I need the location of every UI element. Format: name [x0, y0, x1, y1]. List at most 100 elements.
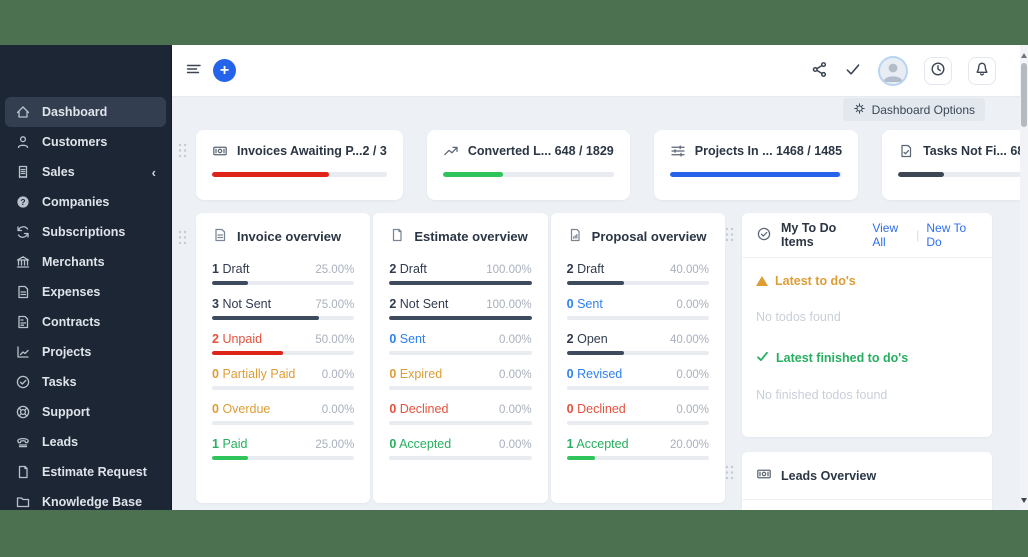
- drag-handle[interactable]: [725, 465, 734, 485]
- status-row: 0 Revised 0.00%: [566, 367, 709, 390]
- proposal-overview-card: Proposal overview 2 Draft 40.00% 0 Sent …: [550, 213, 725, 503]
- progress-fill: [389, 316, 532, 320]
- sidebar-item-label: Merchants: [42, 255, 105, 269]
- trend-up-icon: [443, 143, 459, 159]
- sidebar-item-subscriptions[interactable]: Subscriptions: [5, 217, 166, 247]
- progress-track: [212, 172, 387, 177]
- sidebar-item-label: Support: [42, 405, 90, 419]
- stat-card-invoices-awaiting[interactable]: Invoices Awaiting P...2 / 3: [196, 130, 403, 200]
- status-link[interactable]: 0 Expired: [389, 367, 443, 381]
- top-navbar: +: [172, 45, 1020, 97]
- status-percent: 100.00%: [486, 299, 532, 311]
- quick-create-button[interactable]: +: [213, 59, 236, 82]
- status-link[interactable]: 0 Sent: [389, 332, 426, 346]
- sidebar-item-tasks[interactable]: Tasks: [5, 367, 166, 397]
- drag-handle[interactable]: [178, 143, 187, 163]
- chevron-left-icon[interactable]: ‹: [151, 164, 156, 180]
- scroll-up-arrow-icon[interactable]: [1021, 53, 1027, 58]
- sidebar-item-label: Subscriptions: [42, 225, 126, 239]
- status-row: 2 Unpaid 50.00%: [212, 332, 355, 355]
- sliders-icon: [670, 143, 686, 159]
- share-button[interactable]: [811, 61, 828, 81]
- check-icon: [756, 350, 769, 366]
- avatar[interactable]: [878, 55, 908, 86]
- home-icon: [15, 104, 31, 120]
- progress-fill: [212, 351, 284, 355]
- status-link[interactable]: 0 Partially Paid: [212, 367, 296, 381]
- stat-card-projects-in-progress[interactable]: Projects In ... 1468 / 1485: [653, 130, 859, 200]
- drag-handle[interactable]: [725, 227, 734, 247]
- estimate-file-icon: [389, 227, 405, 246]
- status-link[interactable]: 1 Paid: [212, 437, 248, 451]
- progress-track: [212, 386, 355, 390]
- status-percent: 40.00%: [669, 264, 709, 276]
- check-circle-icon: [756, 226, 772, 245]
- sidebar-item-leads[interactable]: Leads: [5, 427, 166, 457]
- stat-cards-row: Invoices Awaiting P...2 / 3 Converted L.…: [196, 130, 1020, 200]
- mark-done-button[interactable]: [844, 60, 862, 81]
- sidebar-item-customers[interactable]: Customers: [5, 127, 166, 157]
- stat-card-tasks-not-finished[interactable]: Tasks Not Fi... 681 / 2513: [882, 130, 1020, 200]
- status-link[interactable]: 0 Revised: [566, 367, 623, 381]
- sidebar-item-expenses[interactable]: Expenses: [5, 277, 166, 307]
- dashboard-options-button[interactable]: Dashboard Options: [842, 98, 985, 121]
- sidebar-item-label: Projects: [42, 345, 92, 359]
- status-row: 0 Accepted 0.00%: [389, 437, 532, 460]
- progress-fill: [212, 456, 248, 460]
- progress-track: [389, 281, 532, 285]
- sidebar-item-companies[interactable]: ? Companies: [5, 187, 166, 217]
- status-link[interactable]: 1 Draft: [212, 262, 250, 276]
- status-link[interactable]: 2 Not Sent: [389, 297, 449, 311]
- progress-fill: [669, 172, 841, 177]
- status-link[interactable]: 3 Not Sent: [212, 297, 272, 311]
- new-todo-link[interactable]: New To Do: [926, 221, 967, 249]
- notifications-button[interactable]: [968, 56, 996, 85]
- sidebar-item-label: Dashboard: [42, 105, 108, 119]
- overview-title: Estimate overview: [414, 229, 528, 244]
- status-percent: 0.00%: [499, 334, 532, 346]
- sidebar-item-estimate-request[interactable]: Estimate Request: [5, 457, 166, 487]
- sidebar-item-dashboard[interactable]: Dashboard: [5, 97, 166, 127]
- progress-track: [212, 421, 355, 425]
- warning-triangle-icon: [756, 276, 768, 286]
- stat-card-converted-leads[interactable]: Converted L... 648 / 1829: [426, 130, 630, 200]
- status-link[interactable]: 2 Unpaid: [212, 332, 263, 346]
- svg-text:?: ?: [20, 197, 25, 207]
- sidebar-item-knowledge-base[interactable]: Knowledge Base: [5, 487, 166, 517]
- status-link[interactable]: 2 Open: [566, 332, 608, 346]
- status-link[interactable]: 0 Declined: [566, 402, 626, 416]
- sidebar-item-support[interactable]: Support: [5, 397, 166, 427]
- plus-icon: +: [219, 62, 230, 79]
- person-icon: [15, 134, 31, 150]
- status-row: 0 Declined 0.00%: [389, 402, 532, 425]
- status-link[interactable]: 2 Draft: [566, 262, 605, 276]
- drag-handle[interactable]: [178, 230, 187, 250]
- scrollbar-thumb[interactable]: [1021, 63, 1027, 127]
- progress-fill: [898, 172, 945, 177]
- status-percent: 0.00%: [676, 299, 709, 311]
- sidebar-item-contracts[interactable]: Contracts: [5, 307, 166, 337]
- status-link[interactable]: 0 Declined: [389, 402, 449, 416]
- status-percent: 0.00%: [499, 439, 532, 451]
- status-row: 1 Paid 25.00%: [212, 437, 355, 460]
- sidebar-item-projects[interactable]: Projects: [5, 337, 166, 367]
- sidebar-item-sales[interactable]: Sales ‹: [5, 157, 166, 187]
- status-percent: 40.00%: [669, 334, 709, 346]
- status-row: 0 Overdue 0.00%: [212, 402, 355, 425]
- no-finished-todos-message: No finished todos found: [756, 388, 888, 402]
- view-all-link[interactable]: View All: [872, 221, 899, 249]
- status-link[interactable]: 2 Draft: [389, 262, 427, 276]
- status-row: 0 Sent 0.00%: [566, 297, 709, 320]
- scroll-down-arrow-icon[interactable]: [1021, 498, 1027, 503]
- sidebar-item-merchants[interactable]: Merchants: [5, 247, 166, 277]
- status-percent: 20.00%: [669, 439, 709, 451]
- vertical-scrollbar[interactable]: [1020, 45, 1028, 510]
- file-text-icon: [15, 284, 31, 300]
- recent-activity-button[interactable]: [924, 56, 952, 85]
- status-link[interactable]: 1 Accepted: [566, 437, 629, 451]
- menu-toggle-button[interactable]: [186, 61, 202, 80]
- phone-icon: [15, 434, 31, 450]
- status-link[interactable]: 0 Sent: [566, 297, 603, 311]
- status-link[interactable]: 0 Accepted: [389, 437, 452, 451]
- status-link[interactable]: 0 Overdue: [212, 402, 271, 416]
